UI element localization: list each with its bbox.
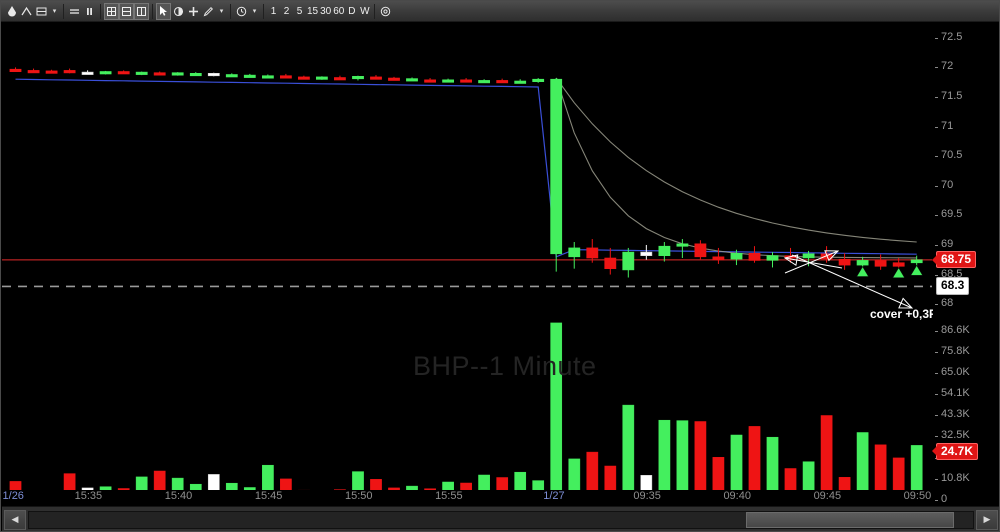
price-axis-tick bbox=[935, 37, 938, 39]
time-axis-label: 15:35 bbox=[74, 490, 103, 502]
chart-style-dropdown-caret[interactable]: ▾ bbox=[52, 8, 57, 15]
volume-axis-label: 65.0K bbox=[941, 365, 970, 378]
price-axis-tick bbox=[935, 215, 938, 217]
time-axis-label: 15:50 bbox=[344, 490, 373, 502]
chart-toolbar: ▾ ▾ bbox=[1, 1, 999, 22]
volume-axis-label: 75.8K bbox=[941, 344, 970, 357]
price-axis-label: 71.5 bbox=[941, 89, 963, 102]
price-axis-tick bbox=[935, 67, 938, 69]
scroll-left-icon[interactable]: ◀ bbox=[4, 509, 26, 530]
time-axis[interactable]: 1/26 15:35 15:40 15:45 15:50 15:55 1/27 09:35 09… bbox=[2, 490, 932, 504]
volume-axis-label: 10.8K bbox=[941, 471, 970, 484]
price-axis-label: 72.5 bbox=[941, 30, 963, 43]
time-axis-label: 1/26 bbox=[2, 490, 24, 502]
price-axis-tick bbox=[935, 244, 938, 246]
price-axis-tick bbox=[935, 304, 938, 306]
price-axis-tick bbox=[935, 156, 938, 158]
price-axis-tick bbox=[935, 185, 938, 187]
draw-dropdown-caret[interactable]: ▾ bbox=[219, 8, 224, 15]
toolbar-divider bbox=[152, 3, 153, 19]
pause-icon[interactable] bbox=[82, 3, 97, 20]
price-axis-label: 69.5 bbox=[941, 208, 963, 221]
timeframe-30[interactable]: 30 bbox=[320, 5, 332, 17]
price-axis-tick bbox=[935, 96, 938, 98]
volume-axis-tick bbox=[935, 372, 938, 374]
layout-grid-icon[interactable] bbox=[134, 2, 149, 20]
price-axis-label: 68 bbox=[941, 297, 954, 310]
volume-axis-tick bbox=[935, 415, 938, 417]
toolbar-divider bbox=[230, 3, 231, 19]
volume-axis[interactable]: 86.6K75.8K65.0K54.1K43.3K32.5K21.7K10.8K… bbox=[933, 316, 999, 505]
chart-plot-area[interactable] bbox=[2, 23, 932, 510]
layout-split-icon[interactable] bbox=[119, 2, 134, 20]
timeframe-day[interactable]: D bbox=[348, 5, 356, 17]
time-axis-label: 15:45 bbox=[254, 490, 283, 502]
toolbar-divider bbox=[263, 3, 264, 19]
eraser-icon[interactable] bbox=[171, 3, 186, 20]
price-axis[interactable]: 72.5 72 71.5 71 70.5 70 69.5 69 68.5 68 68.75 68.3 bbox=[933, 23, 999, 316]
toolbar-divider bbox=[100, 3, 101, 19]
scroll-right-icon[interactable]: ▶ bbox=[976, 509, 998, 530]
timeframe-60[interactable]: 60 bbox=[333, 5, 345, 17]
volume-axis-tick bbox=[935, 436, 938, 438]
price-axis-label: 70 bbox=[941, 178, 954, 191]
time-axis-label: 09:45 bbox=[813, 490, 842, 502]
volume-axis-label: 86.6K bbox=[941, 323, 970, 336]
scrollbar-thumb[interactable] bbox=[746, 511, 955, 528]
last-price-badge: 68.75 bbox=[936, 250, 977, 269]
scrollbar-track[interactable] bbox=[28, 510, 974, 529]
horizontal-lines-icon[interactable] bbox=[67, 3, 82, 20]
volume-axis-label: 43.3K bbox=[941, 408, 970, 421]
horizontal-scrollbar[interactable]: ◀ ▶ bbox=[2, 506, 999, 531]
time-axis-label: 15:40 bbox=[164, 490, 193, 502]
timeframe-2[interactable]: 2 bbox=[283, 5, 290, 17]
droplet-icon[interactable] bbox=[4, 3, 19, 20]
time-axis-label: 1/27 bbox=[543, 490, 565, 502]
volume-axis-tick bbox=[935, 394, 938, 396]
volume-axis-label: 0 bbox=[941, 493, 948, 505]
chart-style-icon[interactable] bbox=[34, 3, 49, 20]
volume-axis-tick bbox=[935, 500, 938, 501]
timeframe-week[interactable]: W bbox=[360, 5, 370, 17]
price-axis-label: 72 bbox=[941, 60, 954, 73]
price-axis-label: 70.5 bbox=[941, 149, 963, 162]
price-axis-tick bbox=[935, 274, 938, 276]
crosshair-compare-icon[interactable] bbox=[19, 3, 34, 20]
last-volume-badge: 24.7K bbox=[936, 442, 979, 461]
crosshair-plus-icon[interactable] bbox=[186, 3, 201, 20]
volume-axis-tick bbox=[935, 478, 938, 480]
interval-dropdown-caret[interactable]: ▾ bbox=[252, 8, 257, 15]
volume-axis-label: 32.5K bbox=[941, 429, 970, 442]
stop-level-badge: 68.3 bbox=[936, 277, 970, 295]
timeframe-5[interactable]: 5 bbox=[296, 5, 303, 17]
timeframe-1[interactable]: 1 bbox=[270, 5, 277, 17]
price-axis-label: 68.5 bbox=[941, 267, 963, 280]
volume-axis-label: 54.1K bbox=[941, 387, 970, 400]
time-axis-label: 09:35 bbox=[633, 490, 661, 502]
time-axis-label: 09:40 bbox=[723, 490, 751, 502]
time-axis-label: 15:55 bbox=[435, 490, 463, 502]
toolbar-divider bbox=[63, 3, 64, 19]
pencil-icon[interactable] bbox=[201, 3, 216, 20]
price-axis-label: 69 bbox=[941, 237, 954, 250]
price-axis-label: 71 bbox=[941, 119, 954, 132]
layout-single-icon[interactable] bbox=[104, 2, 119, 20]
volume-axis-tick bbox=[935, 330, 938, 332]
settings-gear-icon[interactable] bbox=[378, 3, 393, 20]
price-axis-tick bbox=[935, 126, 938, 128]
timeframe-15[interactable]: 15 bbox=[307, 5, 319, 17]
time-axis-label: 09:50 bbox=[903, 490, 932, 502]
cursor-arrow-icon[interactable] bbox=[156, 2, 171, 20]
toolbar-divider bbox=[374, 3, 376, 19]
chart-canvas bbox=[2, 67, 932, 501]
volume-axis-tick bbox=[935, 351, 938, 353]
cover-annotation: cover +0,3R bbox=[870, 307, 938, 321]
clock-icon[interactable] bbox=[234, 3, 249, 20]
